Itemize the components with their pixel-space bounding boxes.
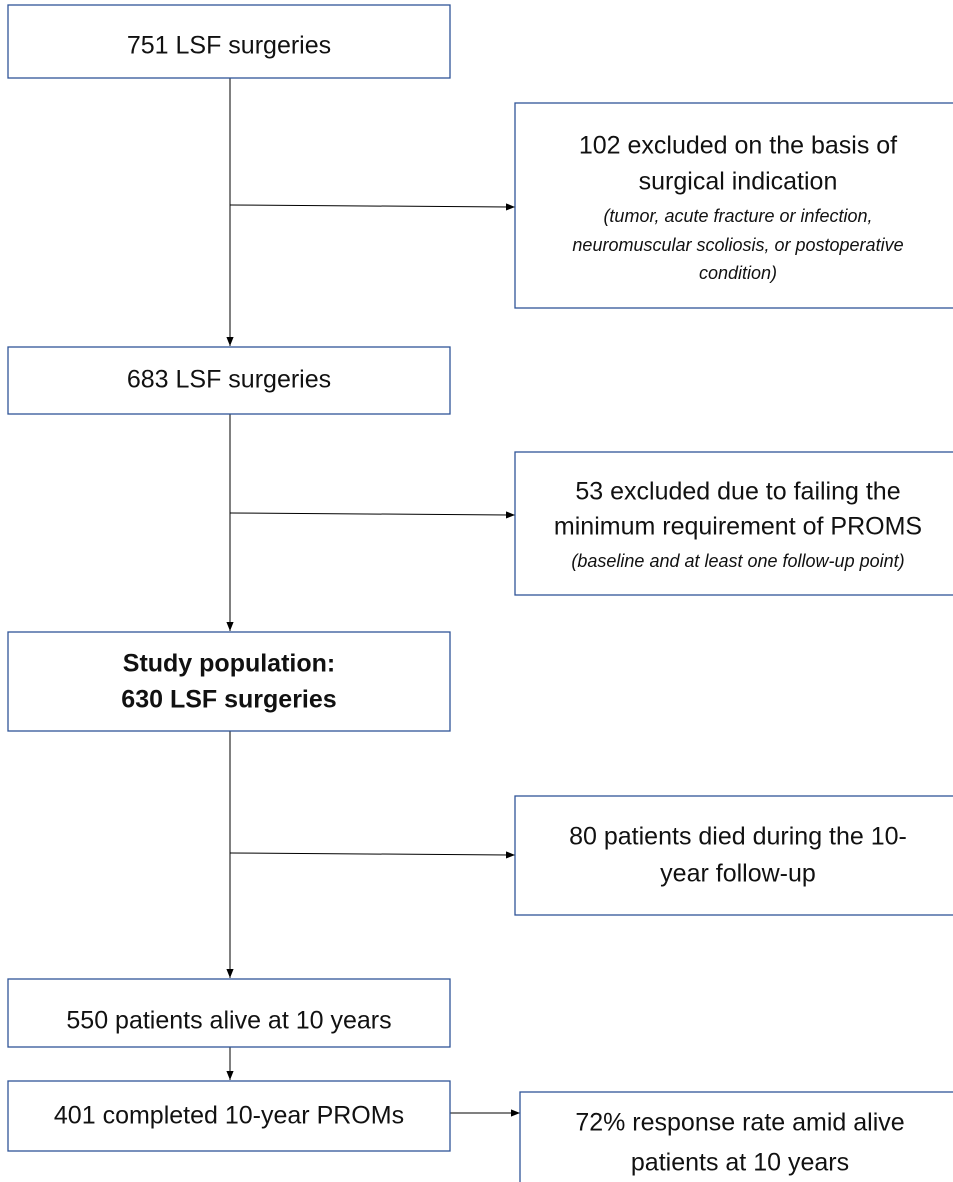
box (514, 451, 953, 596)
node-text: 80 patients died during the 10- (569, 823, 907, 851)
node-text: patients at 10 years (631, 1149, 849, 1177)
node-note: (baseline and at least one follow-up poi… (571, 551, 904, 571)
arrow (229, 203, 516, 211)
box (514, 795, 953, 916)
node-text: 751 LSF surgeries (127, 32, 331, 60)
box (7, 631, 451, 732)
node-note: neuromuscular scoliosis, or postoperativ… (572, 235, 903, 255)
arrow (229, 511, 516, 519)
box (7, 1080, 451, 1152)
node-text: 630 LSF surgeries (121, 686, 336, 714)
box (519, 1091, 953, 1182)
node-note: condition) (699, 263, 777, 283)
box (514, 102, 953, 309)
node-text: 401 completed 10-year PROMs (54, 1102, 404, 1130)
box (7, 4, 451, 79)
node-text: 683 LSF surgeries (127, 366, 331, 394)
box (7, 978, 451, 1048)
node-text: surgical indication (639, 168, 838, 196)
arrow (229, 851, 516, 859)
node-text: 53 excluded due to failing the (575, 478, 900, 506)
node-text: year follow-up (660, 860, 816, 888)
node-text: 72% response rate amid alive (575, 1109, 904, 1137)
node-text: Study population: (123, 650, 335, 678)
node-text: 550 patients alive at 10 years (66, 1007, 391, 1035)
box (7, 346, 451, 415)
node-text: 102 excluded on the basis of (579, 132, 897, 160)
node-text: minimum requirement of PROMS (554, 513, 922, 541)
node-note: (tumor, acute fracture or infection, (603, 206, 872, 226)
